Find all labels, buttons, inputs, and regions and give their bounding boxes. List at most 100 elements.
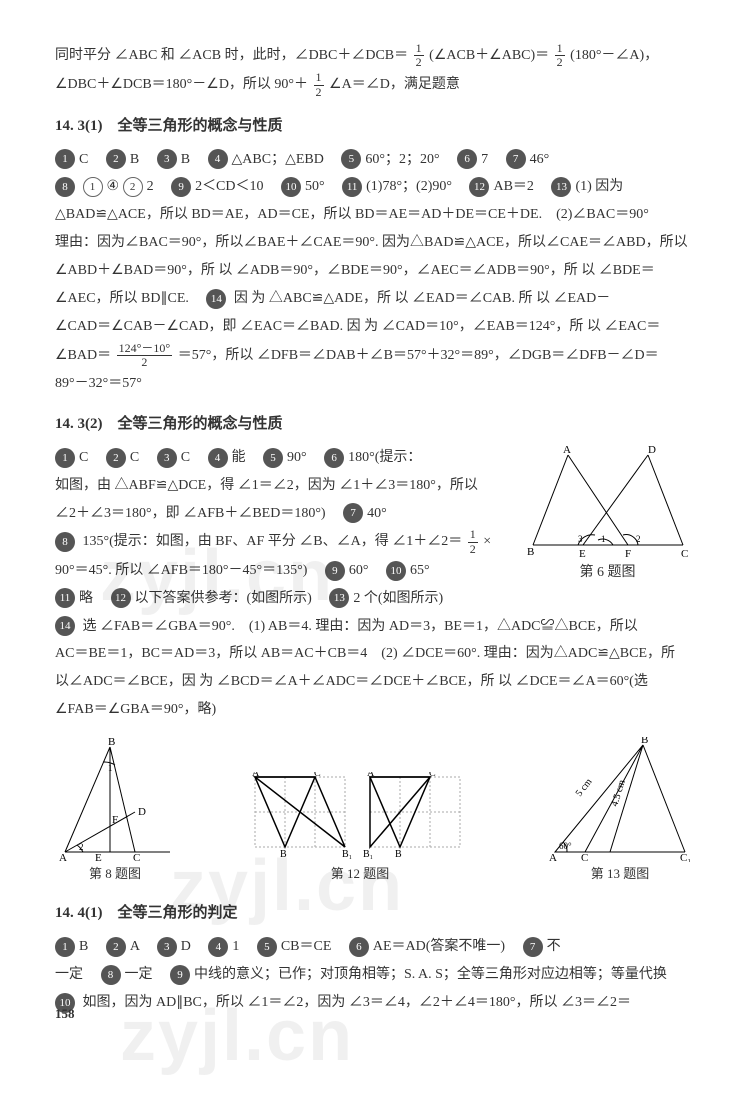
ans: 46°	[530, 152, 550, 167]
ans: 略	[79, 591, 93, 606]
num-icon: 7	[343, 503, 363, 523]
fraction: 12	[312, 71, 326, 98]
text: ＝57°，所以 ∠DFB＝∠DAB＋∠B＝57°＋32°＝89°，∠DGB＝∠D…	[178, 348, 659, 363]
num-icon: 5	[257, 937, 277, 957]
answer-row: 11略 12以下答案供参考：(如图所示) 132 个(如图所示)	[55, 586, 695, 612]
text: ∠DBC＋∠DCB＝180°－∠D，所以 90°＋	[55, 77, 308, 92]
section-heading: 14. 3(2) 全等三角形的概念与性质	[55, 411, 695, 439]
num-icon: 6	[349, 937, 369, 957]
intro-line2: ∠DBC＋∠DCB＝180°－∠D，所以 90°＋ 12 ∠A＝∠D，满足题意	[55, 71, 695, 98]
pt: C₁	[680, 852, 691, 862]
text-line: ∠FAB＝∠GBA＝90°，略)	[55, 697, 695, 723]
ans: C	[130, 450, 139, 465]
num-icon: 13	[329, 588, 349, 608]
num-icon: 5	[263, 448, 283, 468]
num-icon: 12	[469, 177, 489, 197]
ans: D	[181, 939, 191, 954]
pt: F	[625, 548, 631, 560]
ans: 65°	[410, 563, 430, 578]
ans: B	[79, 939, 88, 954]
num: 1	[555, 42, 565, 56]
num-icon: 8	[101, 965, 121, 985]
ans: 以下答案供参考：(如图所示)	[135, 591, 312, 606]
text-line: 以∠ADC＝∠BCE，因 为 ∠BCD＝∠A＋∠ADC＝∠DCE＋∠BCE，所 …	[55, 669, 695, 695]
answer-row: 10 如图，因为 AD∥BC，所以 ∠1＝∠2，因为 ∠3＝∠4，∠2＋∠4＝1…	[55, 990, 695, 1016]
num-icon: 3	[157, 149, 177, 169]
num-icon: 3	[157, 937, 177, 957]
pt: B	[641, 737, 648, 746]
pt: A	[367, 772, 375, 779]
text-line: ∠AEC，所以 BD∥CE. 14 因 为 △ABC≌△ADE，所 以 ∠EAD…	[55, 286, 695, 312]
text: ∠A＝∠D，满足题意	[329, 77, 460, 92]
text: 如图，因为 AD∥BC，所以 ∠1＝∠2，因为 ∠3＝∠4，∠2＋∠4＝180°…	[83, 995, 632, 1010]
num-icon: 8	[55, 532, 75, 552]
text-line: AC＝BE＝1，BC＝AD＝3，所以 AB＝AC＋CB＝4 (2) ∠DCE＝6…	[55, 641, 695, 667]
pt: C	[429, 772, 436, 779]
pt: A	[549, 852, 557, 862]
num: 124°－10°	[117, 342, 173, 356]
fraction: 12	[412, 42, 426, 69]
num-icon: 8	[55, 177, 75, 197]
num-icon: 4	[208, 149, 228, 169]
pt: C	[133, 852, 140, 862]
num-icon: 12	[111, 588, 131, 608]
section-heading: 14. 3(1) 全等三角形的概念与性质	[55, 113, 695, 141]
text: 选 ∠FAB＝∠GBA＝90°. (1) AB＝4. 理由：因为 AD＝3，BE…	[83, 619, 638, 634]
fraction: 12	[553, 42, 567, 69]
fraction: 12	[466, 528, 480, 555]
ang: 60°	[559, 841, 572, 851]
figure-8: A B C D E F 1 2 第 8 题图	[55, 737, 175, 886]
ans: 60°；2；20°	[365, 152, 439, 167]
lbl: 2	[636, 534, 641, 544]
fig-caption: 第 12 题图	[250, 862, 470, 886]
num-icon: 9	[325, 561, 345, 581]
ans: C	[181, 450, 190, 465]
pt: E	[579, 548, 586, 560]
num-icon: 4	[208, 448, 228, 468]
ans: 60°	[349, 563, 369, 578]
pt: A	[252, 772, 260, 779]
num: 1	[314, 71, 324, 85]
num-icon: 7	[523, 937, 543, 957]
text: ∠BAD＝	[55, 348, 111, 363]
ans: A	[130, 939, 139, 954]
num-icon: 6	[324, 448, 344, 468]
figure-13: A B C C₁ 5 cm 4.5 cm 60° 第 13 题图	[545, 737, 695, 886]
den: 2	[468, 543, 478, 556]
fig-caption: 第 6 题图	[520, 560, 695, 586]
ans: C	[79, 450, 88, 465]
ans: 能	[232, 450, 246, 465]
text: 同时平分 ∠ABC 和 ∠ACB 时，此时，∠DBC＋∠DCB＝	[55, 48, 408, 63]
num: 1	[414, 42, 424, 56]
text-line: 理由：因为∠BAC＝90°，所以∠BAE＋∠CAE＝90°. 因为△BAD≌△A…	[55, 230, 695, 256]
text-line: ∠BAD＝ 124°－10°2 ＝57°，所以 ∠DFB＝∠DAB＋∠B＝57°…	[55, 342, 695, 369]
num-icon: 6	[457, 149, 477, 169]
pt: B	[108, 737, 115, 748]
text-line: △BAD≌△ACE，所以 BD＝AE，AD＝CE，所以 BD＝AE＝AD＋DE＝…	[55, 202, 695, 228]
ans: B	[181, 152, 190, 167]
side: 5 cm	[574, 777, 595, 799]
num-icon: 5	[341, 149, 361, 169]
num-icon: 1	[55, 149, 75, 169]
pt: B₁	[363, 849, 373, 860]
ans: △ABC；△EBD	[232, 152, 324, 167]
intro-line1: 同时平分 ∠ABC 和 ∠ACB 时，此时，∠DBC＋∠DCB＝ 12 (∠AC…	[55, 42, 695, 69]
triangle-diagram: A D B E F C 3 1 2	[523, 445, 693, 560]
num-icon: 2	[106, 448, 126, 468]
ans: 不	[547, 939, 561, 954]
figure-6: A D B E F C 3 1 2 第 6 题图	[520, 445, 695, 586]
num-icon: 1	[55, 448, 75, 468]
pt: C	[314, 772, 321, 779]
text: ∠2＋∠3＝180°，即 ∠AFB＋∠BED＝180°)	[55, 506, 326, 521]
pt: B	[527, 546, 534, 558]
pt: C	[681, 548, 688, 560]
section-heading: 14. 4(1) 全等三角形的判定	[55, 900, 695, 928]
pt: C	[581, 852, 588, 862]
num-icon: 11	[55, 588, 75, 608]
num-icon: 9	[170, 965, 190, 985]
text: ∠AEC，所以 BD∥CE.	[55, 291, 189, 306]
fraction: 124°－10°2	[115, 342, 175, 369]
num-icon: 14	[206, 289, 226, 309]
figure-12: A C B B₁ A C B B₁ 第 12 题图	[250, 772, 470, 886]
num-icon: 1	[55, 937, 75, 957]
